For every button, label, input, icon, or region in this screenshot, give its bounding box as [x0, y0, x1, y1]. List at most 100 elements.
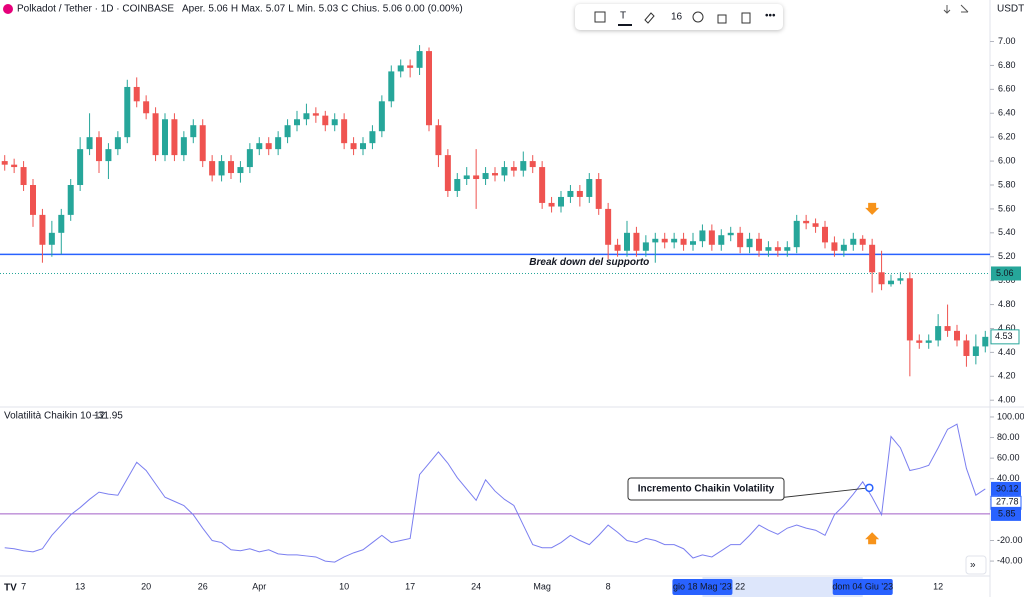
callout-text: Incremento Chaikin Volatility — [638, 484, 775, 495]
y-tick-label: 7.00 — [998, 36, 1016, 46]
logo: TV — [4, 583, 17, 594]
candle-body — [822, 226, 828, 243]
candle-body — [963, 340, 970, 356]
indicator-line — [4, 423, 986, 563]
tool-icon[interactable] — [692, 11, 704, 23]
candle-body — [756, 238, 762, 251]
candle-body — [1, 161, 8, 165]
ohlc-item: Aper. — [182, 4, 205, 15]
tool-icon[interactable] — [594, 11, 606, 23]
scroll-button[interactable] — [965, 555, 987, 575]
indicator-value: −31.95 — [92, 411, 123, 422]
candle-body — [784, 247, 791, 251]
candle-body — [350, 143, 357, 150]
ohlc-item: Chius. — [351, 4, 379, 15]
y2-tick-label: 80.00 — [997, 432, 1020, 442]
candle-body — [699, 230, 706, 242]
ohlc-item: (0.00%) — [428, 4, 463, 15]
last-price-box — [990, 329, 1020, 345]
candle-body — [114, 137, 121, 150]
candle-body — [661, 238, 668, 243]
candle-body — [595, 179, 602, 209]
indicator-value-box — [991, 481, 1021, 496]
candle-body — [228, 161, 234, 174]
candle-body — [162, 119, 168, 156]
icon — [960, 4, 969, 13]
y-tick-label: 6.20 — [998, 132, 1016, 142]
candle-body — [680, 238, 687, 245]
text-tool[interactable]: T — [620, 11, 626, 22]
indicator-value-label: 30.12 — [996, 483, 1019, 493]
x-tick-label: 10 — [339, 581, 349, 591]
candle-body — [482, 173, 489, 180]
candle-body — [331, 119, 338, 126]
candle-body — [444, 155, 451, 191]
tool-icon[interactable] — [717, 14, 727, 24]
candle-body — [916, 340, 923, 343]
candle-body — [954, 330, 960, 341]
candle-body — [869, 244, 876, 273]
scroll-icon[interactable]: » — [970, 560, 976, 571]
y-tick-label: 5.40 — [998, 227, 1016, 237]
time-label-box — [832, 579, 893, 595]
tool-icon[interactable] — [741, 12, 751, 24]
y-tick-label: 5.60 — [998, 203, 1016, 213]
y-tick-label: 6.80 — [998, 60, 1016, 70]
candle-body — [793, 220, 800, 248]
tool-icon[interactable] — [644, 12, 655, 24]
candle-body — [388, 71, 395, 102]
candle-body — [312, 113, 319, 116]
candle-body — [48, 232, 55, 245]
level-value-label: 5.85 — [998, 508, 1016, 518]
candle-body — [105, 149, 112, 162]
candle-body — [614, 244, 621, 251]
candle-body — [171, 119, 178, 156]
candle-body — [407, 65, 414, 68]
y-tick-label: 4.20 — [998, 371, 1016, 381]
x-tick-label: 12 — [933, 581, 943, 591]
candle-body — [360, 143, 366, 150]
candle-body — [737, 232, 744, 248]
time-label: gio 18 Mag '23 — [673, 581, 732, 591]
font-size[interactable]: 16 — [671, 12, 683, 23]
candle-body — [803, 220, 810, 224]
candle-body — [727, 232, 734, 236]
last-price-label: 4.53 — [995, 331, 1013, 341]
signal-arrow-down — [865, 202, 880, 215]
candle-body — [529, 161, 536, 168]
y-tick-label: 4.40 — [998, 347, 1016, 357]
candle-body — [369, 131, 376, 144]
x-tick-label: 20 — [141, 581, 151, 591]
y-tick-label: 6.60 — [998, 84, 1016, 94]
x-tick-label: 26 — [198, 581, 208, 591]
y-tick-label: 6.40 — [998, 108, 1016, 118]
ohlc-legend: Aper. 5.06 H Max. 5.07 L Min. 5.03 C Chius. 5.06 0.… — [182, 4, 463, 15]
candle-body — [690, 241, 696, 245]
candle-body — [718, 235, 725, 245]
symbol-icon — [3, 4, 13, 14]
x-tick-label: 8 — [606, 581, 611, 591]
candle-body — [237, 167, 244, 174]
candle-body — [774, 247, 781, 251]
ohlc-item: Min. — [297, 4, 316, 15]
candle-body — [888, 280, 894, 285]
drawing-toolbar: T 16 ••• — [575, 4, 783, 30]
more-icon[interactable]: ••• — [765, 11, 776, 22]
candle-body — [567, 190, 574, 197]
currency: USDT — [997, 4, 1024, 15]
candle-body — [58, 214, 65, 233]
ohlc-item: Max. — [241, 4, 263, 15]
candle-body — [256, 143, 263, 150]
support-annotation: Break down del supporto — [529, 257, 649, 268]
y-tick-label: 4.60 — [998, 323, 1016, 333]
time-range-highlight — [702, 577, 863, 597]
time-label: dom 04 Giu '23 — [832, 581, 893, 591]
candle-body — [586, 179, 593, 197]
candle-body — [633, 232, 640, 251]
candle-body — [218, 161, 225, 176]
candle-body — [209, 161, 216, 176]
candle-body — [548, 202, 555, 207]
candle-body — [850, 238, 857, 245]
candle-body — [492, 173, 498, 176]
